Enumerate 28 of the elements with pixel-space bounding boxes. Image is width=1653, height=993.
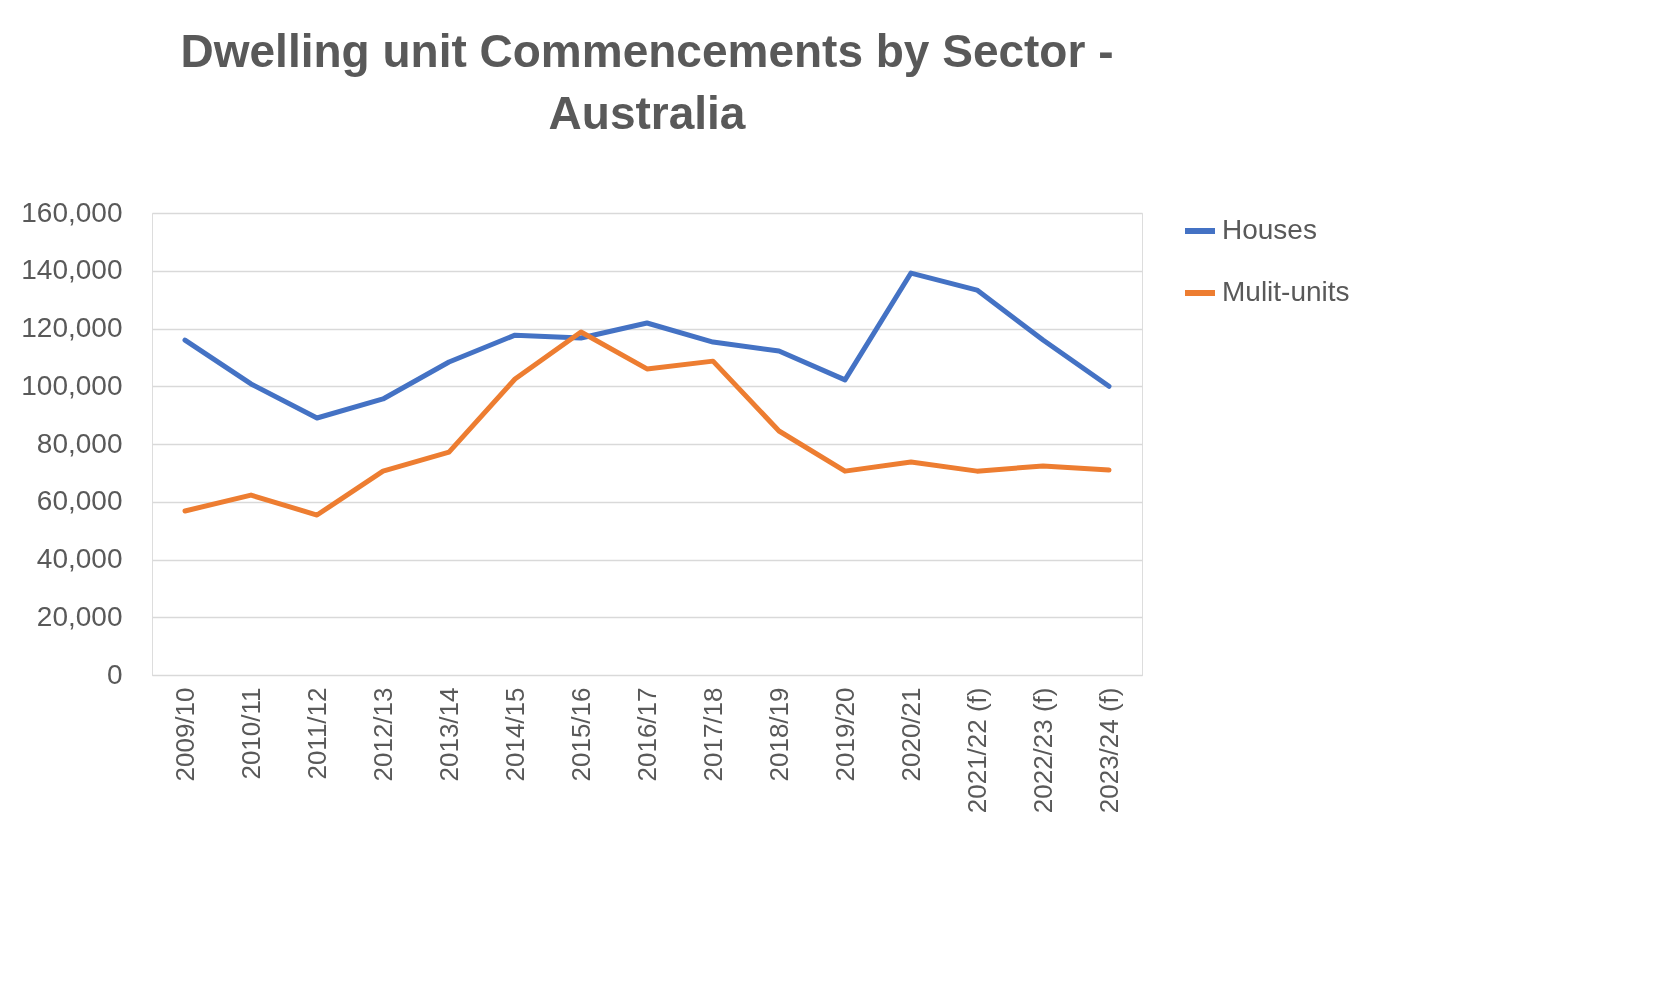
x-tick-label: 2022/23 (f) [1027,687,1058,814]
x-tick-label: 2015/16 [565,687,596,782]
x-tick-label: 2012/13 [367,687,398,782]
y-tick-label: 160,000 [21,196,123,228]
legend-label: Houses [1222,214,1317,245]
x-tick-label: 2016/17 [631,687,662,782]
y-tick-label: 20,000 [36,600,123,632]
legend-label: Mulit-units [1222,276,1350,307]
x-tick-label: 2021/22 (f) [961,687,992,814]
x-tick-label: 2017/18 [697,687,728,782]
x-tick-label: 2020/21 [895,687,926,782]
x-tick-label: 2011/12 [301,687,332,780]
y-tick-label: 80,000 [36,427,123,459]
y-tick-label: 120,000 [21,312,123,343]
x-tick-label: 2023/24 (f) [1093,687,1124,814]
x-tick-label: 2009/10 [169,687,200,782]
y-tick-label: 140,000 [21,254,123,286]
text: Australia [548,87,746,139]
x-tick-label: 2019/20 [829,687,860,782]
x-tick-label: 2014/15 [499,687,530,782]
x-tick-label: 2018/19 [763,687,794,782]
y-tick-label: 60,000 [36,485,123,517]
y-tick-label: 100,000 [21,369,123,401]
text: Dwelling unit Commencements by Sector - [180,25,1114,77]
x-tick-label: 2013/14 [433,687,464,782]
x-tick-label: 2010/11 [235,687,266,780]
y-tick-label: 0 [106,658,123,690]
y-tick-label: 40,000 [36,543,123,574]
